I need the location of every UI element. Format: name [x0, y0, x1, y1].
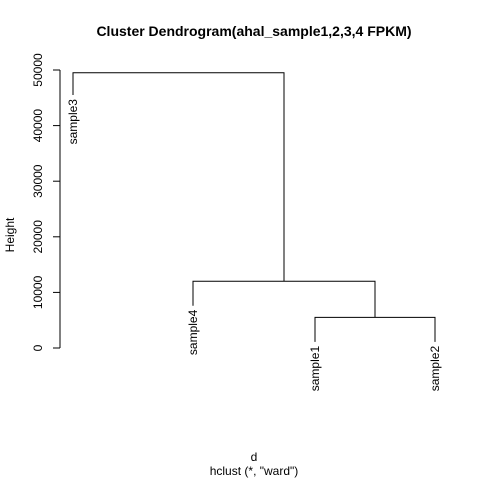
y-tick-label: 0: [31, 344, 45, 351]
dendrogram-branch: [72, 72, 285, 282]
leaf-label: sample1: [308, 346, 322, 392]
y-tick-label: 20000: [31, 220, 45, 254]
plot-subtitle: hclust (*, "ward"): [210, 464, 299, 478]
y-tick-label: 10000: [31, 275, 45, 309]
chart-title: Cluster Dendrogram(ahal_sample1,2,3,4 FP…: [96, 23, 411, 39]
leaf-label: sample3: [66, 99, 80, 145]
dendrogram-branch: [192, 280, 376, 318]
y-axis-label: Height: [3, 217, 17, 252]
dendrogram-branch: [314, 316, 436, 342]
y-tick-label: 40000: [31, 109, 45, 143]
leaf-label: sample4: [186, 309, 200, 355]
dendrogram-tree: [72, 72, 436, 342]
leaf-labels: sample3 sample4 sample1 sample2: [66, 99, 442, 392]
y-tick-label: 50000: [31, 53, 45, 87]
leaf-label: sample2: [428, 346, 442, 392]
y-axis: 0 10000 20000 30000 40000 50000: [31, 53, 61, 351]
y-tick-label: 30000: [31, 164, 45, 198]
x-axis-label: d: [251, 450, 258, 464]
